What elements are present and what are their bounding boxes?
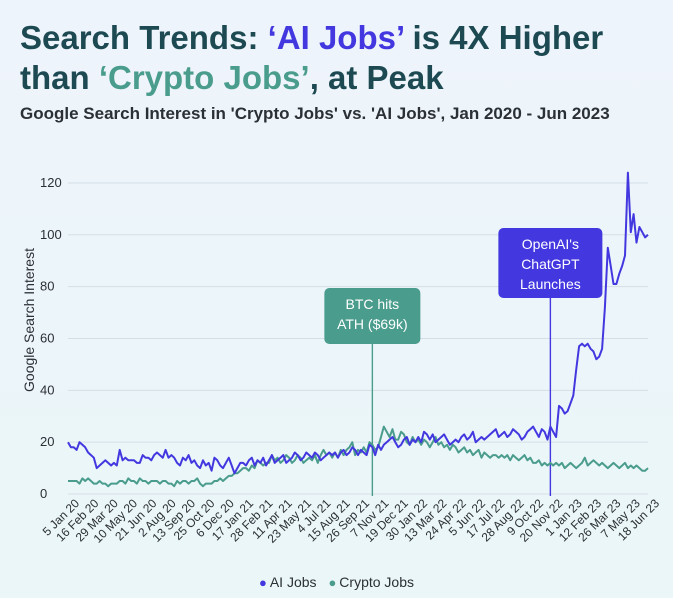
title-part-1: Search Trends: bbox=[20, 19, 268, 56]
annotation-text: OpenAI's bbox=[522, 236, 579, 252]
annotation-boxes: BTC hits ATH ($69k) OpenAI's ChatGPT Launche… bbox=[324, 228, 603, 344]
annotation-text: ChatGPT bbox=[521, 256, 580, 272]
y-tick-label: 40 bbox=[40, 382, 54, 397]
annotation-box bbox=[498, 228, 603, 298]
title-part-2: is 4X Higher than bbox=[20, 19, 604, 96]
y-tick-label: 20 bbox=[40, 434, 54, 449]
chart-title: Search Trends: ‘AI Jobs’ is 4X Higher th… bbox=[20, 18, 660, 98]
chart-legend: ● AI Jobs ● Crypto Jobs bbox=[0, 574, 673, 590]
legend-label-crypto-jobs: Crypto Jobs bbox=[339, 574, 414, 590]
title-ai-label: ‘AI Jobs’ bbox=[267, 19, 404, 56]
series-line-crypto-jobs bbox=[68, 425, 649, 488]
legend-item-crypto-jobs[interactable]: ● Crypto Jobs bbox=[328, 574, 414, 590]
annotation-text: ATH ($69k) bbox=[337, 316, 408, 332]
legend-item-ai-jobs[interactable]: ● AI Jobs bbox=[259, 574, 317, 590]
title-crypto-label: ‘Crypto Jobs’ bbox=[98, 59, 310, 96]
series-layer bbox=[67, 171, 649, 488]
legend-marker-crypto-jobs: ● bbox=[328, 575, 337, 590]
y-tick-label: 100 bbox=[40, 227, 62, 242]
title-part-3: , at Peak bbox=[309, 59, 444, 96]
chart-subtitle: Google Search Interest in 'Crypto Jobs' … bbox=[20, 104, 610, 123]
annotation-text: Launches bbox=[520, 276, 581, 292]
y-tick-label: 0 bbox=[40, 486, 47, 501]
y-axis-ticks: 0 20 40 60 80 100 120 bbox=[40, 175, 62, 501]
annotation-box bbox=[324, 288, 421, 344]
y-tick-label: 60 bbox=[40, 330, 54, 345]
series-line-ai-jobs bbox=[67, 171, 649, 475]
legend-marker-ai-jobs: ● bbox=[258, 575, 267, 590]
annotation-text: BTC hits bbox=[346, 296, 400, 312]
y-tick-label: 120 bbox=[40, 175, 62, 190]
y-axis-label: Google Search Interest bbox=[21, 248, 37, 392]
y-tick-label: 80 bbox=[40, 279, 54, 294]
legend-label-ai-jobs: AI Jobs bbox=[269, 574, 317, 590]
